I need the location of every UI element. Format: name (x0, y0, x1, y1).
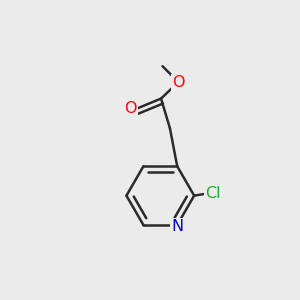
Text: O: O (124, 101, 137, 116)
Text: N: N (171, 219, 183, 234)
Text: O: O (172, 75, 185, 90)
Text: Cl: Cl (206, 186, 221, 201)
